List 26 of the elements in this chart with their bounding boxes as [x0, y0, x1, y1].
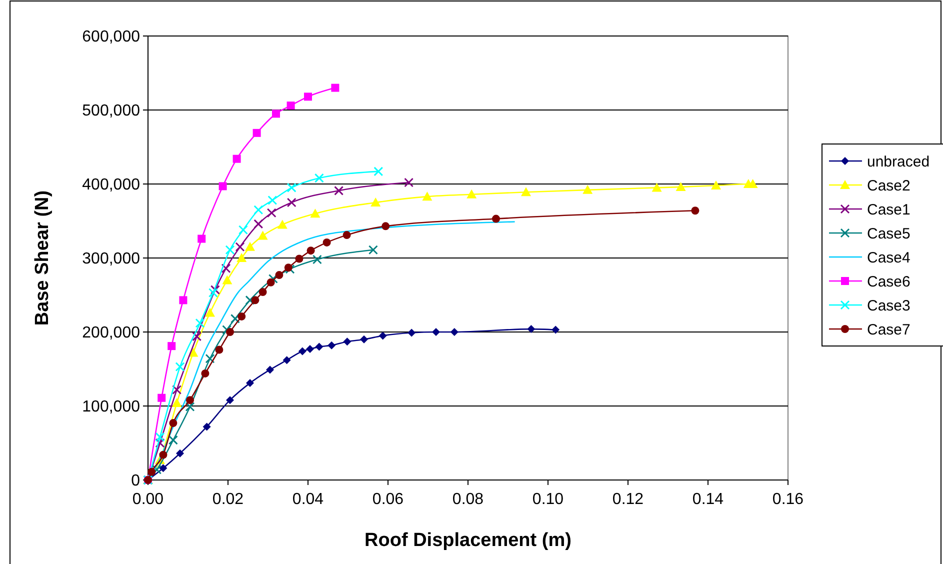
y-axis-title: Base Shear (N) [32, 190, 53, 326]
legend-label: Case2 [867, 177, 910, 194]
x-tick-label: 0.06 [372, 491, 404, 508]
y-tick-label: 600,000 [82, 28, 140, 46]
x-tick-label: 0.02 [212, 491, 244, 508]
legend-label: Case3 [867, 297, 910, 314]
y-tick-label: 200,000 [82, 324, 140, 342]
legend-label: Case5 [867, 225, 910, 242]
y-tick-label: 100,000 [82, 398, 140, 416]
legend-label: Case1 [867, 201, 910, 218]
y-tick-label: 400,000 [82, 176, 140, 194]
x-axis-title: Roof Displacement (m) [364, 530, 572, 551]
y-tick-label: 300,000 [82, 250, 140, 268]
x-tick-label: 0.14 [692, 491, 724, 508]
x-tick-label: 0.08 [452, 491, 484, 508]
y-tick-label: 500,000 [82, 102, 140, 120]
legend-label: Case6 [867, 273, 910, 290]
x-tick-label: 0.16 [772, 491, 804, 508]
x-tick-label: 0.12 [612, 491, 644, 508]
x-tick-label: 0.00 [132, 491, 164, 508]
x-tick-label: 0.10 [532, 491, 564, 508]
legend-label: unbraced [867, 153, 930, 170]
y-tick-label: 0 [131, 472, 140, 490]
legend-label: Case7 [867, 321, 910, 338]
legend-label: Case4 [867, 249, 910, 266]
x-tick-label: 0.04 [292, 491, 324, 508]
